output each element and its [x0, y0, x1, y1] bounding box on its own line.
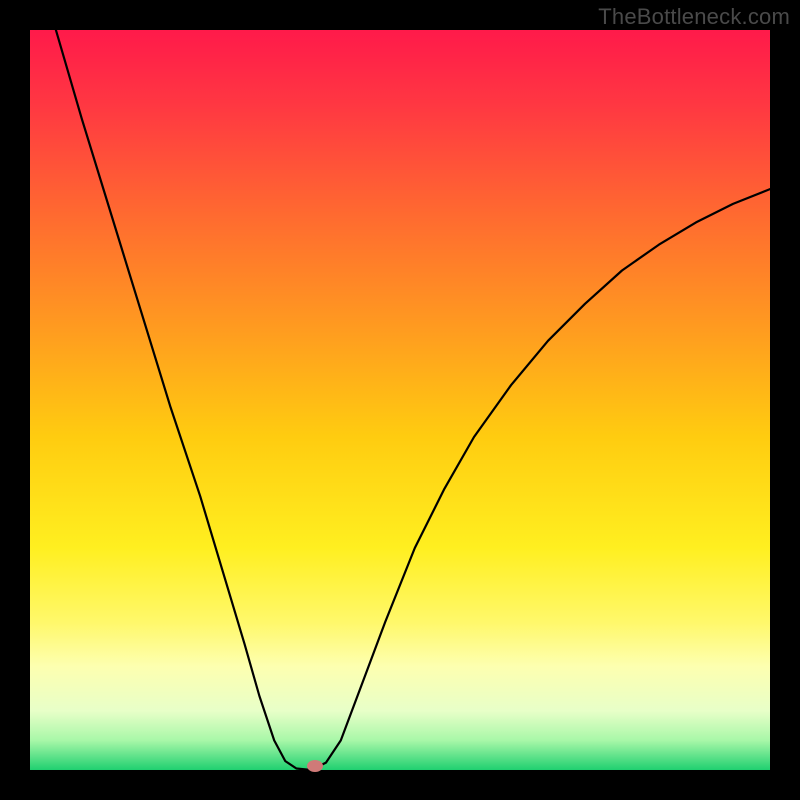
watermark-text: TheBottleneck.com [598, 4, 790, 30]
chart-frame: TheBottleneck.com [0, 0, 800, 800]
curve-line [30, 30, 770, 770]
minimum-marker [307, 760, 323, 772]
plot-area [30, 30, 770, 770]
